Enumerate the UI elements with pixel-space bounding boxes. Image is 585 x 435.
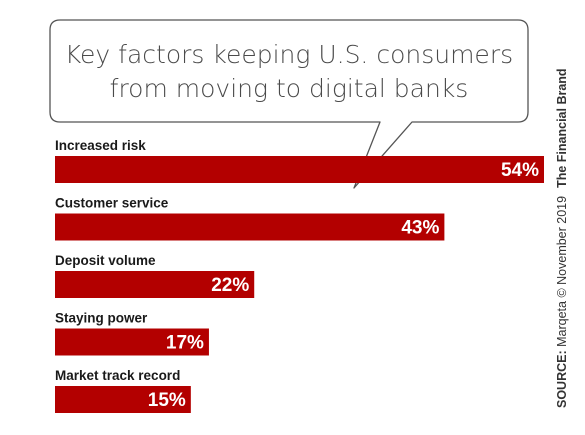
- chart-title-line-1: Key factors keeping U.S. consumers: [65, 40, 513, 69]
- speech-bubble: [49, 19, 529, 189]
- value-label-increased-risk: 54%: [501, 160, 539, 181]
- category-label-deposit-volume: Deposit volume: [55, 253, 156, 268]
- category-label-staying-power: Staying power: [55, 311, 148, 326]
- chart-title-line-2: from moving to digital banks: [110, 74, 469, 103]
- bar-customer-service: [55, 213, 445, 241]
- value-label-deposit-volume: 22%: [211, 275, 249, 296]
- bars-group: Increased risk 54% Customer service 43% Depo…: [55, 138, 544, 413]
- source-prefix: SOURCE:: [555, 350, 569, 408]
- category-label-customer-service: Customer service: [55, 196, 169, 211]
- value-label-customer-service: 43%: [401, 218, 439, 239]
- category-label-market-track-record: Market track record: [55, 368, 180, 383]
- source-credit: SOURCE: Marqeta © November 2019 The Finan…: [555, 68, 569, 408]
- value-label-staying-power: 17%: [166, 333, 204, 354]
- bar-staying-power: [55, 328, 209, 356]
- bar-deposit-volume: [55, 271, 255, 298]
- value-label-market-track-record: 15%: [148, 390, 186, 411]
- source-brand: The Financial Brand: [555, 68, 569, 187]
- category-label-increased-risk: Increased risk: [55, 138, 146, 153]
- source-text: Marqeta © November 2019: [555, 196, 569, 350]
- bar-market-track-record: [55, 386, 191, 413]
- bar-increased-risk: [55, 156, 544, 183]
